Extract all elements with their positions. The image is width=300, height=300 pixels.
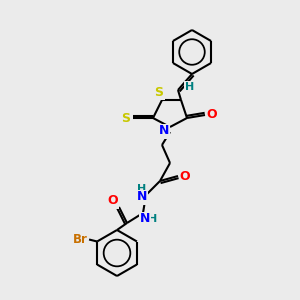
Text: S: S (122, 112, 130, 124)
Text: H: H (148, 214, 158, 224)
Text: O: O (180, 169, 190, 182)
Text: N: N (140, 212, 150, 226)
Text: Br: Br (73, 233, 88, 246)
Text: O: O (207, 109, 217, 122)
Text: O: O (108, 194, 118, 208)
Text: H: H (137, 184, 147, 194)
Text: S: S (154, 85, 164, 98)
Text: N: N (137, 190, 147, 203)
Text: H: H (185, 82, 195, 92)
Text: N: N (159, 124, 169, 137)
